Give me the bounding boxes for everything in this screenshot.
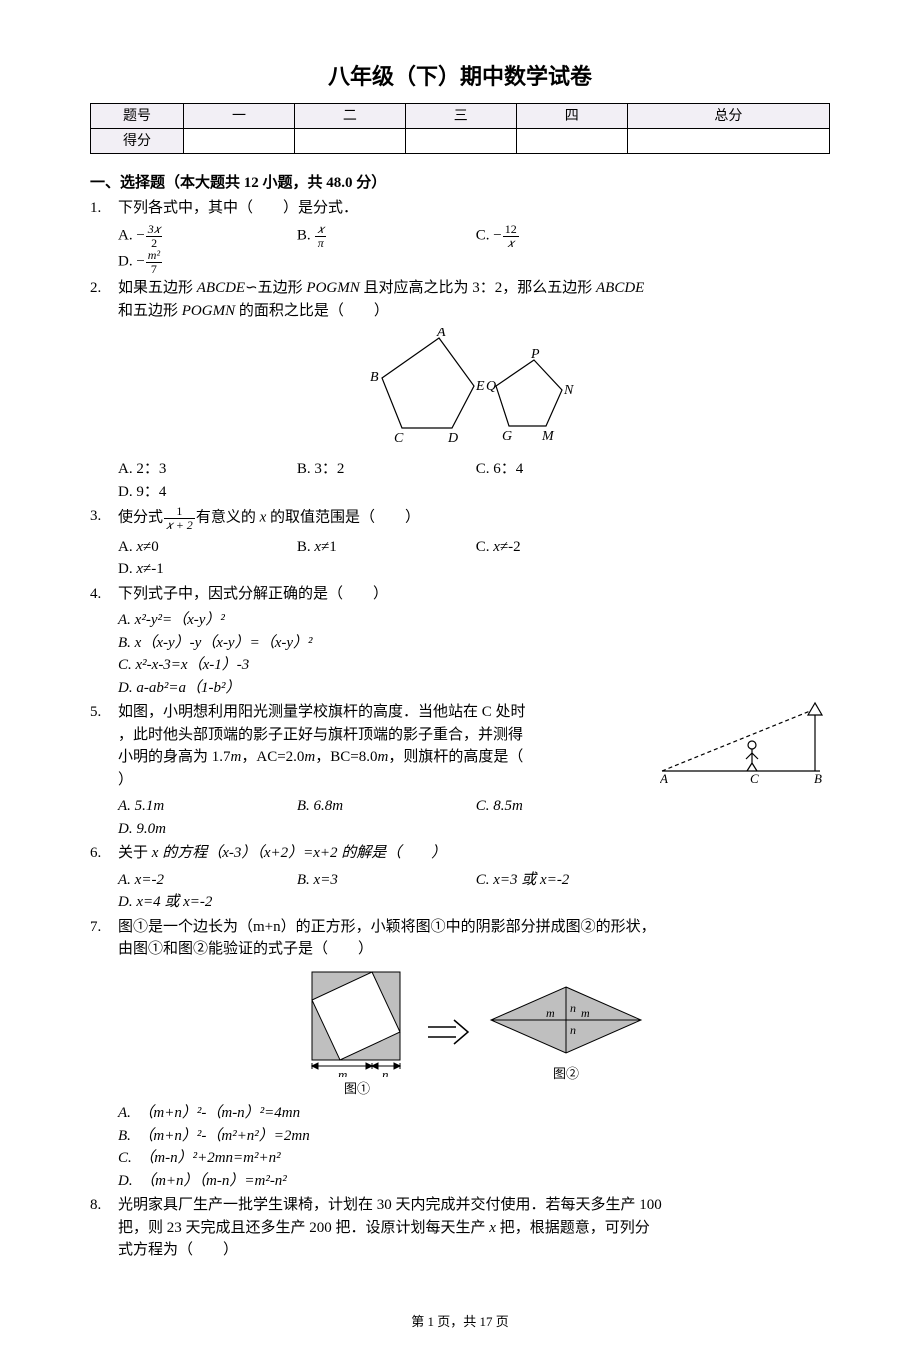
- q2-num: 2.: [90, 277, 118, 300]
- question-1: 1. 下列各式中，其中（ ）是分式． A. −3𝑥2 B. 𝑥π C. −12𝑥…: [90, 197, 830, 276]
- lblB: B: [370, 370, 379, 385]
- cell-blank: [184, 129, 295, 154]
- question-7: 7. 图①是一个边长为（m+n）的正方形，小颖将图①中的阴影部分拼成图②的形状，…: [90, 916, 830, 1193]
- q5-optC: C. 8.5m: [476, 795, 647, 818]
- q7-cap2: 图②: [486, 1064, 646, 1084]
- cell-blank: [405, 129, 516, 154]
- q3-num: 3.: [90, 505, 118, 528]
- lblA: A: [436, 328, 446, 340]
- svg-text:m: m: [546, 1006, 555, 1020]
- q3-optB: B. x≠1: [297, 536, 468, 559]
- th-num: 题号: [91, 104, 184, 129]
- q4-text: 下列式子中，因式分解正确的是（ ）: [118, 583, 830, 606]
- q2-figure: A B C D E P Q G M N: [118, 328, 830, 448]
- lblM: M: [541, 429, 555, 444]
- q3-optD: D. x≠-1: [118, 558, 289, 581]
- svg-text:n: n: [570, 1023, 576, 1037]
- q4-optB: B. x（x-y）-y（x-y）=（x-y）²: [118, 632, 467, 655]
- q7-cap1: 图①: [302, 1079, 412, 1099]
- cell-blank: [627, 129, 829, 154]
- q7-l1: 图①是一个边长为（m+n）的正方形，小颖将图①中的阴影部分拼成图②的形状，: [118, 916, 830, 939]
- q6-num: 6.: [90, 842, 118, 865]
- q6-optC: C. x=3 或 x=-2: [476, 869, 647, 892]
- section1-heading: 一、选择题（本大题共 12 小题，共 48.0 分）: [90, 172, 830, 195]
- q2-optC: C. 6：4: [476, 458, 647, 481]
- q2-optD: D. 9：4: [118, 481, 289, 504]
- q7-optD: D. （m+n）（m-n）=m²-n²: [118, 1170, 467, 1193]
- q4-optC: C. x²-x-3=x（x-1）-3: [118, 654, 467, 677]
- q7-optC: C. （m-n）²+2mn=m²+n²: [118, 1147, 467, 1170]
- lblN: N: [563, 383, 574, 398]
- q5-optB: B. 6.8m: [297, 795, 468, 818]
- q7-optB: B. （m+n）²-（m²+n²）=2mn: [118, 1125, 467, 1148]
- q6-optD: D. x=4 或 x=-2: [118, 891, 289, 914]
- q1-optD: D. −m²7: [118, 249, 289, 275]
- lblC: C: [394, 431, 404, 446]
- svg-text:n: n: [382, 1067, 389, 1077]
- q7-figures: m n 图① m: [118, 967, 830, 1099]
- th-1: 一: [184, 104, 295, 129]
- svg-text:B: B: [814, 771, 822, 783]
- svg-text:m: m: [338, 1067, 347, 1077]
- th-total: 总分: [627, 104, 829, 129]
- cell-blank: [294, 129, 405, 154]
- svg-text:n: n: [570, 1001, 576, 1015]
- q2-optB: B. 3：2: [297, 458, 468, 481]
- q8-l2: 把，则 23 天完成且还多生产 200 把．设原计划每天生产 x 把，根据题意，…: [118, 1217, 830, 1240]
- page-title: 八年级（下）期中数学试卷: [90, 60, 830, 93]
- question-3: 3. 使分式1𝑥 + 2有意义的 x 的取值范围是（ ） A. x≠0 B. x…: [90, 505, 830, 580]
- q2-optA: A. 2：3: [118, 458, 289, 481]
- q3-optC: C. x≠-2: [476, 536, 647, 559]
- q4-optD: D. a-ab²=a（1-b²）: [118, 677, 467, 700]
- question-6: 6. 关于 x 的方程（x-3）（x+2）=x+2 的解是（ ） A. x=-2…: [90, 842, 830, 914]
- arrow-icon: [426, 1017, 472, 1047]
- row-score-label: 得分: [91, 129, 184, 154]
- q1-optA: A. −3𝑥2: [118, 223, 289, 249]
- question-8: 8. 光明家具厂生产一批学生课椅，计划在 30 天内完成并交付使用．若每天多生产…: [90, 1194, 830, 1262]
- q2-line1: 如果五边形 ABCDE∽五边形 POGMN 且对应高之比为 3：2，那么五边形 …: [118, 277, 830, 300]
- q4-optA: A. x²-y²=（x-y）²: [118, 609, 467, 632]
- q8-num: 8.: [90, 1194, 118, 1217]
- q2-line2: 和五边形 POGMN 的面积之比是（ ）: [118, 300, 830, 323]
- q7-l2: 由图①和图②能验证的式子是（ ）: [118, 938, 830, 961]
- q6-optA: A. x=-2: [118, 869, 289, 892]
- q5-optA: A. 5.1m: [118, 795, 289, 818]
- q4-num: 4.: [90, 583, 118, 606]
- q6-text: 关于 x 的方程（x-3）（x+2）=x+2 的解是（ ）: [118, 842, 830, 865]
- q1-num: 1.: [90, 197, 118, 220]
- th-3: 三: [405, 104, 516, 129]
- q3-optA: A. x≠0: [118, 536, 289, 559]
- q6-optB: B. x=3: [297, 869, 468, 892]
- question-4: 4. 下列式子中，因式分解正确的是（ ） A. x²-y²=（x-y）² B. …: [90, 583, 830, 700]
- q5-num: 5.: [90, 701, 118, 724]
- lblQ: Q: [486, 379, 496, 394]
- lblD: D: [447, 431, 458, 446]
- svg-text:C: C: [750, 771, 759, 783]
- th-2: 二: [294, 104, 405, 129]
- page-footer: 第 1 页，共 17 页: [90, 1312, 830, 1332]
- lblG: G: [502, 429, 512, 444]
- q5-optD: D. 9.0m: [118, 818, 289, 841]
- q1-text: 下列各式中，其中（ ）是分式．: [118, 197, 830, 220]
- score-table: 题号 一 二 三 四 总分 得分: [90, 103, 830, 154]
- question-5: 5. A C: [90, 701, 830, 840]
- q8-l1: 光明家具厂生产一批学生课椅，计划在 30 天内完成并交付使用．若每天多生产 10…: [118, 1194, 830, 1217]
- th-4: 四: [516, 104, 627, 129]
- cell-blank: [516, 129, 627, 154]
- svg-text:A: A: [660, 771, 668, 783]
- q1-optB: B. 𝑥π: [297, 223, 468, 249]
- q5-figure: A C B: [660, 701, 830, 783]
- q8-l3: 式方程为（ ）: [118, 1239, 830, 1262]
- lblE: E: [475, 379, 485, 394]
- svg-text:m: m: [581, 1006, 590, 1020]
- question-2: 2. 如果五边形 ABCDE∽五边形 POGMN 且对应高之比为 3：2，那么五…: [90, 277, 830, 503]
- q7-optA: A. （m+n）²-（m-n）²=4mn: [118, 1102, 467, 1125]
- q7-num: 7.: [90, 916, 118, 939]
- lblP: P: [530, 347, 540, 362]
- q1-optC: C. −12𝑥: [476, 223, 647, 249]
- q3-text: 使分式1𝑥 + 2有意义的 x 的取值范围是（ ）: [118, 505, 830, 531]
